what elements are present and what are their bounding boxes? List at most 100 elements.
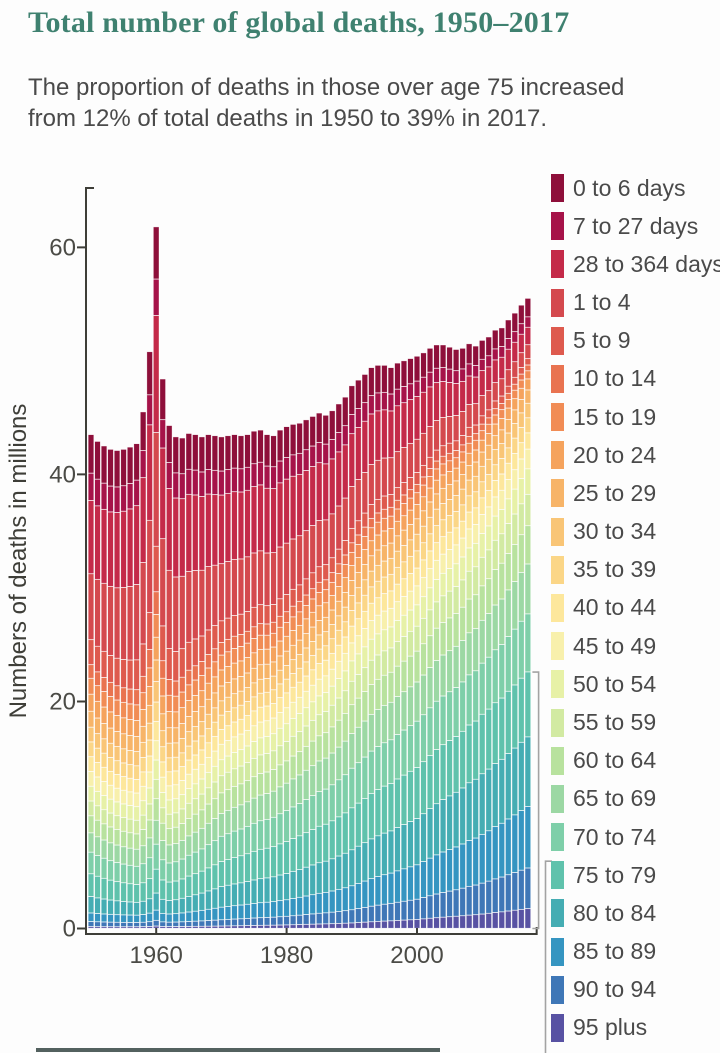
segment-1976-5-to-9 xyxy=(257,604,264,624)
segment-1972-15-to-19 xyxy=(231,648,238,664)
segment-1975-0-to-6-days xyxy=(250,431,258,464)
segment-1988-5-to-9 xyxy=(335,549,342,564)
segment-1969-1-to-4 xyxy=(211,565,218,626)
segment-2013-30-to-34 xyxy=(498,443,505,459)
segment-1963-90-to-94 xyxy=(172,921,179,927)
segment-1977-75-to-79 xyxy=(263,848,271,878)
segment-2004-85-to-89 xyxy=(440,851,447,893)
segment-2015-0-to-6-days xyxy=(511,312,518,332)
segment-1952-0-to-6-days xyxy=(100,445,108,484)
segment-1957-70-to-74 xyxy=(133,866,140,885)
segment-1962-90-to-94 xyxy=(166,922,173,927)
segment-1967-85-to-89 xyxy=(198,910,205,921)
segment-1992-0-to-6-days xyxy=(361,374,368,403)
segment-1952-95-plus xyxy=(100,926,108,929)
segment-2000-90-to-94 xyxy=(413,899,421,920)
segment-2015-35-to-39 xyxy=(511,438,518,454)
segment-1989-30-to-34 xyxy=(342,607,349,622)
segment-1965-25-to-29 xyxy=(185,716,192,732)
segment-2008-20-to-24 xyxy=(466,453,473,466)
segment-1971-1-to-4 xyxy=(224,561,231,619)
segment-1956-60-to-64 xyxy=(127,832,134,849)
segment-1961-90-to-94 xyxy=(159,921,166,927)
segment-1994-60-to-64 xyxy=(374,679,381,710)
segment-1972-50-to-54 xyxy=(231,752,238,769)
segment-2003-1-to-4 xyxy=(433,420,440,451)
segment-1999-28-to-364-days xyxy=(407,399,414,444)
segment-1981-80-to-84 xyxy=(290,871,297,899)
segment-2008-55-to-59 xyxy=(466,571,473,600)
segment-1976-20-to-24 xyxy=(257,649,264,665)
segment-1950-35-to-39 xyxy=(87,741,95,757)
segment-1967-70-to-74 xyxy=(198,848,205,872)
segment-1987-65-to-69 xyxy=(329,752,336,785)
segment-1994-70-to-74 xyxy=(374,746,381,790)
segment-1969-7-to-27-days xyxy=(211,470,218,495)
segment-1984-30-to-34 xyxy=(309,641,316,656)
segment-1958-60-to-64 xyxy=(140,829,147,846)
segment-1969-80-to-84 xyxy=(211,888,218,909)
segment-1972-70-to-74 xyxy=(231,831,238,858)
segment-1955-7-to-27-days xyxy=(120,485,127,512)
segment-1962-5-to-9 xyxy=(166,648,173,680)
segment-1974-50-to-54 xyxy=(244,745,251,763)
segment-1969-50-to-54 xyxy=(211,766,218,783)
segment-1961-25-to-29 xyxy=(159,713,166,731)
segment-1954-0-to-6-days xyxy=(114,450,121,488)
segment-1968-80-to-84 xyxy=(205,890,212,910)
segment-2015-50-to-54 xyxy=(511,489,518,515)
segment-2010-5-to-9 xyxy=(479,415,486,425)
segment-1950-60-to-64 xyxy=(87,815,95,833)
segment-1954-28-to-364-days xyxy=(114,512,121,588)
segment-2012-65-to-69 xyxy=(492,604,499,650)
segment-2003-55-to-59 xyxy=(433,601,440,629)
segment-2008-60-to-64 xyxy=(466,598,473,633)
bar-1967 xyxy=(198,436,205,929)
segment-2004-75-to-79 xyxy=(440,744,447,800)
segment-1986-80-to-84 xyxy=(322,861,329,893)
segment-2002-75-to-79 xyxy=(426,755,434,809)
segment-1981-10-to-14 xyxy=(290,606,297,617)
segment-2012-0-to-6-days xyxy=(492,330,499,349)
segment-1975-55-to-59 xyxy=(250,758,258,777)
segment-1966-0-to-6-days xyxy=(192,434,199,471)
segment-2013-60-to-64 xyxy=(498,563,505,600)
segment-2004-1-to-4 xyxy=(440,417,447,446)
segment-1966-55-to-59 xyxy=(192,798,199,815)
segment-1980-35-to-39 xyxy=(283,679,290,693)
segment-1999-7-to-27-days xyxy=(407,383,414,400)
segment-1967-95-plus xyxy=(198,926,205,929)
segment-1990-85-to-89 xyxy=(348,885,355,910)
segment-2016-85-to-89 xyxy=(518,810,525,871)
segment-1954-15-to-19 xyxy=(114,699,121,716)
segment-1958-55-to-59 xyxy=(140,815,147,830)
segment-1969-10-to-14 xyxy=(211,648,218,662)
segment-1967-55-to-59 xyxy=(198,794,205,810)
x-tick-label-1980: 1980 xyxy=(260,942,313,969)
bar-2010 xyxy=(479,340,486,929)
segment-1954-55-to-59 xyxy=(114,815,121,830)
segment-2010-50-to-54 xyxy=(479,533,486,558)
segment-1979-45-to-49 xyxy=(277,712,284,729)
bar-2000 xyxy=(413,356,421,929)
segment-2004-28-to-364-days xyxy=(440,381,447,418)
segment-1966-60-to-64 xyxy=(192,814,199,833)
segment-1995-35-to-39 xyxy=(381,576,388,594)
segment-1959-15-to-19 xyxy=(146,667,153,687)
segment-2001-40-to-44 xyxy=(420,559,427,578)
segment-1979-28-to-364-days xyxy=(277,482,284,548)
segment-1971-45-to-49 xyxy=(224,740,231,757)
segment-1991-40-to-44 xyxy=(355,618,362,636)
segment-1975-25-to-29 xyxy=(250,668,258,683)
segment-1985-15-to-19 xyxy=(316,592,323,606)
segment-1975-7-to-27-days xyxy=(250,463,258,487)
segment-1955-75-to-79 xyxy=(120,882,127,902)
segment-1956-85-to-89 xyxy=(127,914,134,923)
segment-2011-7-to-27-days xyxy=(485,355,492,367)
segment-1956-50-to-54 xyxy=(127,805,134,820)
segment-1957-25-to-29 xyxy=(133,736,140,752)
segment-2017-45-to-49 xyxy=(524,449,531,469)
segment-2007-7-to-27-days xyxy=(459,368,466,382)
bar-1952 xyxy=(100,445,108,929)
segment-1997-95-plus xyxy=(394,920,401,929)
